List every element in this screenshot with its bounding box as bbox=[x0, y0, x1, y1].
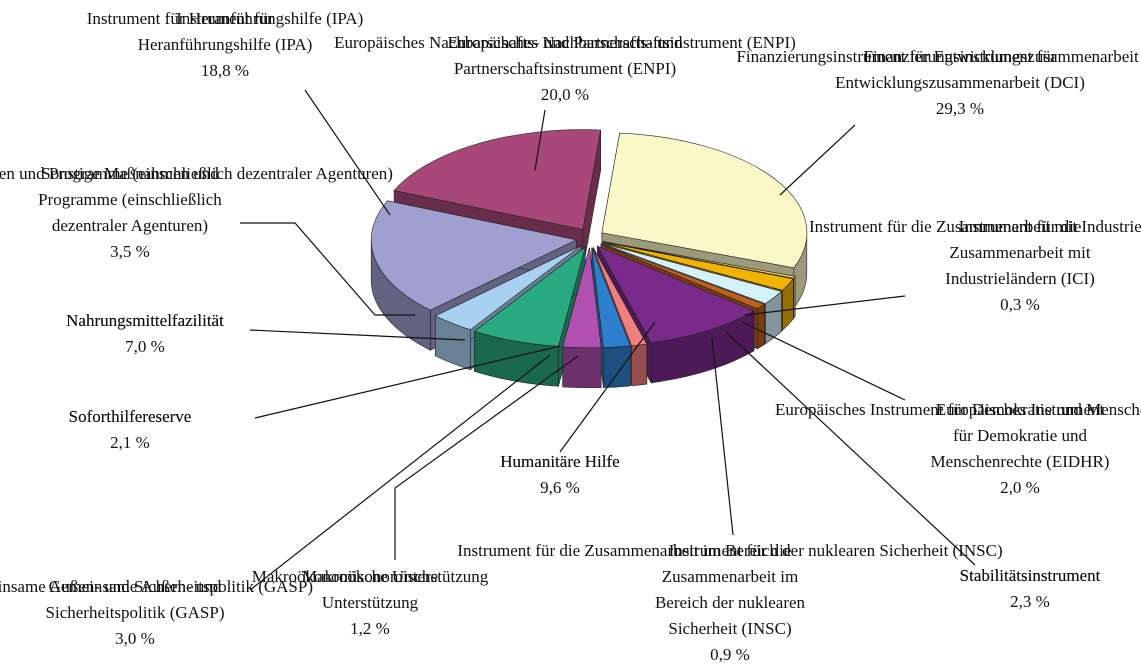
slice bbox=[434, 245, 582, 331]
value-label: 3,5 % bbox=[110, 242, 150, 261]
value-label: 2,3 % bbox=[1010, 592, 1050, 611]
slice bbox=[600, 243, 766, 310]
value-label: 9,6 % bbox=[540, 478, 580, 497]
value-label: 2,0 % bbox=[1000, 478, 1040, 497]
leader-line bbox=[240, 222, 415, 316]
value-label: 29,3 % bbox=[936, 99, 984, 118]
value-label: 7,0 % bbox=[125, 337, 165, 356]
leader-line bbox=[254, 345, 561, 419]
leader-line bbox=[559, 321, 656, 453]
slice bbox=[592, 247, 648, 347]
slice bbox=[603, 241, 796, 279]
leader-line bbox=[249, 329, 466, 341]
slice-side bbox=[757, 303, 765, 350]
leader-line bbox=[744, 295, 906, 316]
pie bbox=[370, 129, 808, 389]
value-label: 0,9 % bbox=[710, 645, 750, 664]
value-label: 0,3 % bbox=[1000, 295, 1040, 314]
slice-side bbox=[562, 346, 602, 389]
slice bbox=[591, 247, 631, 348]
leader-line bbox=[725, 331, 976, 566]
slice-label: Europäisches Nachbarschafts- und Partner… bbox=[334, 33, 796, 78]
slice-label: Instrument für die Zusammenarbeit mit In… bbox=[809, 217, 1141, 288]
slice-label: Europäisches Instrument für Demokratie u… bbox=[775, 400, 1141, 471]
value-label: 18,8 % bbox=[201, 61, 249, 80]
leader-line bbox=[249, 354, 551, 591]
leader-line bbox=[711, 337, 734, 536]
slice bbox=[602, 241, 794, 291]
slice-label: Instrument für die Zusammenarbeit im Ber… bbox=[457, 541, 1002, 638]
leader-line bbox=[394, 355, 579, 560]
slice bbox=[370, 200, 578, 311]
slice-label: NahrungsmittelfazilitätNahrungsmittelfaz… bbox=[66, 311, 224, 330]
slice-label: StabilitätsinstrumentStabilitätsinstrume… bbox=[960, 566, 1101, 585]
slice bbox=[596, 245, 755, 344]
leader-line bbox=[304, 89, 391, 216]
leader-line bbox=[741, 321, 906, 401]
leader-line bbox=[779, 124, 856, 196]
slice-side bbox=[793, 275, 796, 320]
slice-label: Finanzierungsinstrument für Entwicklungs… bbox=[736, 47, 1141, 92]
slice-label: Humanitäre HilfeHumanitäre Hilfe bbox=[500, 452, 619, 471]
slice bbox=[562, 247, 602, 349]
slice bbox=[393, 129, 602, 230]
value-label: 3,0 % bbox=[115, 629, 155, 648]
slice-label: SoforthilfereserveSoforthilfereserve bbox=[69, 407, 192, 426]
slice-label: Instrument für Heranführungshilfe (IPA)I… bbox=[87, 9, 364, 54]
slice bbox=[601, 243, 783, 304]
value-label: 2,1 % bbox=[110, 433, 150, 452]
slice bbox=[601, 132, 808, 269]
leader-line bbox=[534, 109, 546, 171]
value-label: 20,0 % bbox=[541, 85, 589, 104]
value-label: 1,2 % bbox=[350, 619, 390, 638]
slice-side bbox=[603, 345, 631, 388]
slice-label: Sonstige Maßnahmen und Programme (einsch… bbox=[0, 164, 393, 235]
slice-label: Gemeinsame Außen- und Sicherheitspolitik… bbox=[0, 577, 313, 622]
